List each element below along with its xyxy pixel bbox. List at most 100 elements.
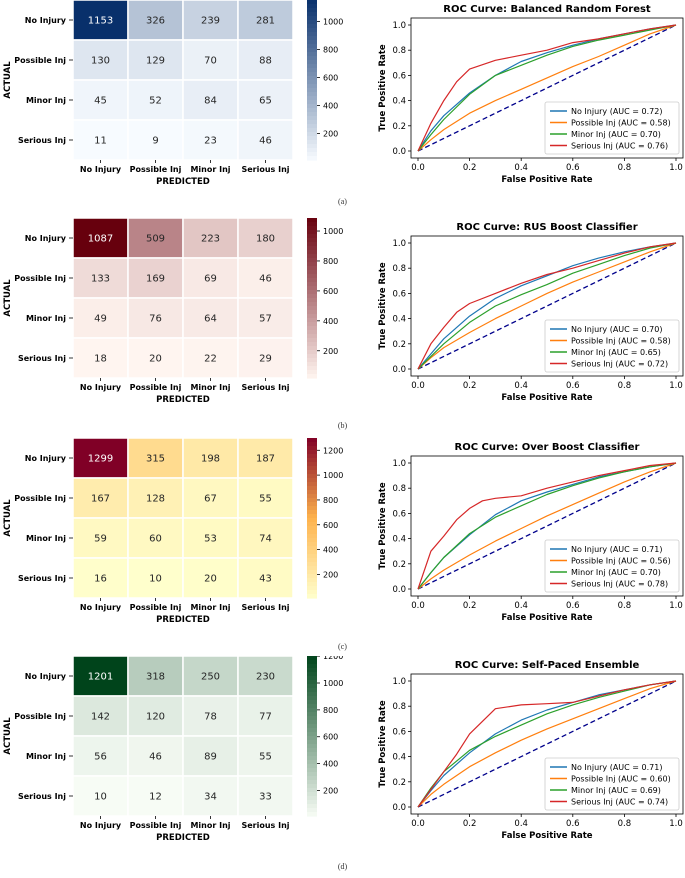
- colorbar-band: [307, 442, 317, 447]
- colorbar-tick-label: 400: [323, 546, 338, 555]
- colorbar-band: [307, 250, 317, 255]
- heatmap-cell: [237, 517, 294, 559]
- cell-value: 55: [259, 752, 272, 763]
- cell-value: 55: [259, 494, 272, 505]
- colorbar-band: [307, 570, 317, 575]
- colorbar-band: [307, 20, 317, 25]
- x-axis-title: False Positive Rate: [501, 175, 592, 185]
- y-tick-label: 0.4: [392, 315, 406, 325]
- x-tick-label: 0.2: [463, 601, 477, 611]
- colorbar-band: [307, 716, 317, 721]
- y-axis-title: ACTUAL: [3, 61, 13, 99]
- colorbar-tick-label: 800: [323, 706, 338, 715]
- heatmap-cell: [237, 557, 294, 599]
- colorbar-band: [307, 298, 317, 303]
- caption-b: (b): [337, 421, 348, 430]
- y-tick-label: 0.8: [392, 484, 406, 494]
- row-label: Serious Inj: [18, 792, 66, 801]
- cell-value: 1087: [88, 234, 113, 245]
- colorbar-band: [307, 230, 317, 235]
- col-label: Minor Inj: [190, 165, 230, 174]
- figure-panel-d: 1201 318 250 230 142 120 78 77 56 46 89 55 10 12 34 33 N…: [0, 652, 685, 874]
- roc-series-line: [417, 24, 677, 152]
- colorbar-band: [307, 266, 317, 271]
- figure-panel-a: 1153 326 239 281 130 129 70 88 45 52 84 65 11 9 23 46 No…: [0, 0, 685, 218]
- colorbar-tick-label: 600: [323, 521, 338, 530]
- colorbar-tick-label: 600: [323, 287, 338, 296]
- colorbar-band: [307, 510, 317, 515]
- colorbar-band: [307, 812, 317, 817]
- colorbar: 1000 800 600 400 200: [307, 0, 343, 161]
- colorbar-band: [307, 494, 317, 499]
- y-tick-label: 0.4: [392, 97, 406, 107]
- colorbar-band: [307, 8, 317, 13]
- legend-entry: No Injury (AUC = 0.71): [571, 763, 662, 772]
- colorbar-band: [307, 692, 317, 697]
- cell-value: 46: [259, 274, 272, 285]
- y-tick-label: 0.0: [392, 585, 406, 595]
- x-axis-title: False Positive Rate: [501, 393, 592, 403]
- colorbar-band: [307, 128, 317, 133]
- roc-title: ROC Curve: Self-Paced Ensemble: [455, 660, 640, 671]
- legend-entry: Possible Inj (AUC = 0.60): [571, 775, 671, 784]
- heatmap-cell: [237, 437, 294, 479]
- y-tick-label: 0.0: [392, 147, 406, 157]
- roc-series-line: [417, 24, 677, 152]
- colorbar-band: [307, 550, 317, 555]
- cell-value: 130: [91, 56, 110, 67]
- y-axis-title: ACTUAL: [3, 717, 13, 755]
- heatmap-cell: [182, 775, 239, 817]
- caption-c: (c): [338, 642, 347, 651]
- x-tick-label: 0.4: [514, 601, 528, 611]
- colorbar-band: [307, 502, 317, 507]
- cell-value: 10: [94, 792, 107, 803]
- heatmap-cell: [127, 695, 184, 737]
- colorbar-tick-label: 800: [323, 45, 338, 54]
- cell-value: 239: [201, 16, 220, 27]
- cell-value: 88: [259, 56, 272, 67]
- roc-legend: No Injury (AUC = 0.70) Possible Inj (AUC …: [544, 319, 680, 373]
- cell-value: 12: [149, 792, 162, 803]
- colorbar-band: [307, 314, 317, 319]
- roc-series-line: [417, 680, 677, 808]
- cell-value: 20: [204, 574, 217, 585]
- colorbar-band: [307, 306, 317, 311]
- legend-entry: No Injury (AUC = 0.70): [571, 325, 662, 334]
- colorbar-tick-label: 200: [323, 786, 338, 795]
- heatmap-cells: 1299 315 198 187 167 128 67 55 59 60 53 74 16 10 20 43: [72, 437, 294, 599]
- cell-value: 318: [146, 672, 165, 683]
- cell-value: 20: [149, 354, 162, 365]
- col-label: Minor Inj: [190, 603, 230, 612]
- colorbar-band: [307, 282, 317, 287]
- colorbar-band: [307, 302, 317, 307]
- col-label: Serious Inj: [241, 603, 289, 612]
- y-axis-title: True Positive Rate: [378, 44, 388, 131]
- colorbar-band: [307, 36, 317, 41]
- colorbar-tick-label: 1200: [323, 656, 343, 661]
- cell-value: 315: [146, 454, 165, 465]
- row-label: Possible Inj: [14, 274, 66, 283]
- x-tick-label: 0.4: [514, 163, 528, 173]
- heatmap-cell: [127, 0, 184, 41]
- colorbar-band: [307, 800, 317, 805]
- colorbar-band: [307, 562, 317, 567]
- cell-value: 223: [201, 234, 220, 245]
- heatmap-cell: [237, 217, 294, 259]
- cell-value: 1153: [88, 16, 113, 27]
- colorbar-band: [307, 518, 317, 523]
- colorbar-band: [307, 776, 317, 781]
- heatmap-cell: [237, 655, 294, 697]
- colorbar-band: [307, 708, 317, 713]
- cell-value: 10: [149, 574, 162, 585]
- col-label: Possible Inj: [130, 821, 182, 830]
- heatmap-cell: [237, 257, 294, 299]
- roc-title: ROC Curve: Over Boost Classifier: [455, 442, 640, 453]
- colorbar-band: [307, 338, 317, 343]
- cell-value: 59: [94, 534, 107, 545]
- y-axis-title: True Positive Rate: [378, 262, 388, 349]
- colorbar-band: [307, 474, 317, 479]
- confusion-matrix-a: 1153 326 239 281 130 129 70 88 45 52 84 65 11 9 23 46 No…: [3, 0, 343, 187]
- y-tick-label: 0.6: [392, 71, 406, 81]
- row-label: Minor Inj: [26, 534, 66, 543]
- roc-series-line: [417, 462, 677, 590]
